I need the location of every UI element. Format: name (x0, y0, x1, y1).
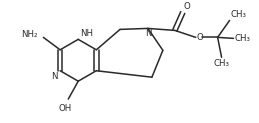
Text: O: O (184, 2, 191, 11)
Text: CH₃: CH₃ (214, 59, 229, 68)
Text: NH₂: NH₂ (21, 30, 37, 39)
Text: NH: NH (80, 29, 93, 38)
Text: N: N (145, 29, 151, 38)
Text: O: O (197, 33, 204, 42)
Text: N: N (52, 72, 58, 81)
Text: CH₃: CH₃ (235, 34, 250, 43)
Text: CH₃: CH₃ (231, 10, 247, 19)
Text: OH: OH (59, 104, 72, 113)
